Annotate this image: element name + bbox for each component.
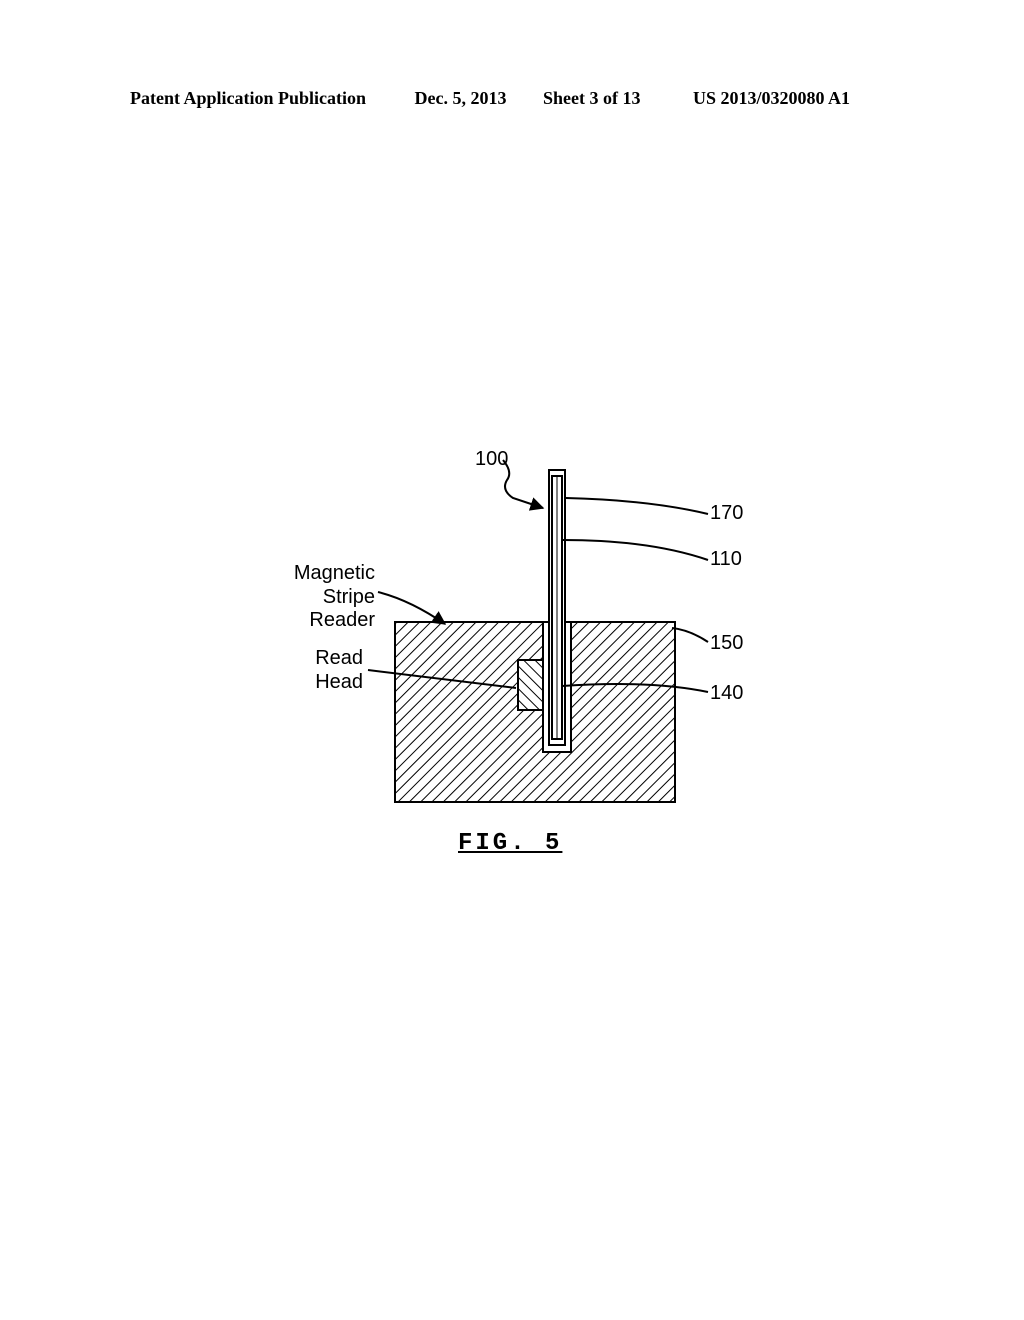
figure-svg: [0, 0, 1024, 1320]
label-magnetic-stripe-reader: Magnetic Stripe Reader: [255, 562, 375, 633]
figure-5: Magnetic Stripe Reader Read Head 100 170…: [0, 0, 1024, 1320]
ref-num-150: 150: [710, 632, 743, 655]
label-read-head: Read Head: [283, 647, 363, 694]
ref-num-170: 170: [710, 502, 743, 525]
ref-num-140: 140: [710, 682, 743, 705]
ref-num-110: 110: [710, 548, 742, 571]
ref-num-100: 100: [475, 448, 508, 471]
figure-caption: FIG. 5: [458, 830, 562, 857]
